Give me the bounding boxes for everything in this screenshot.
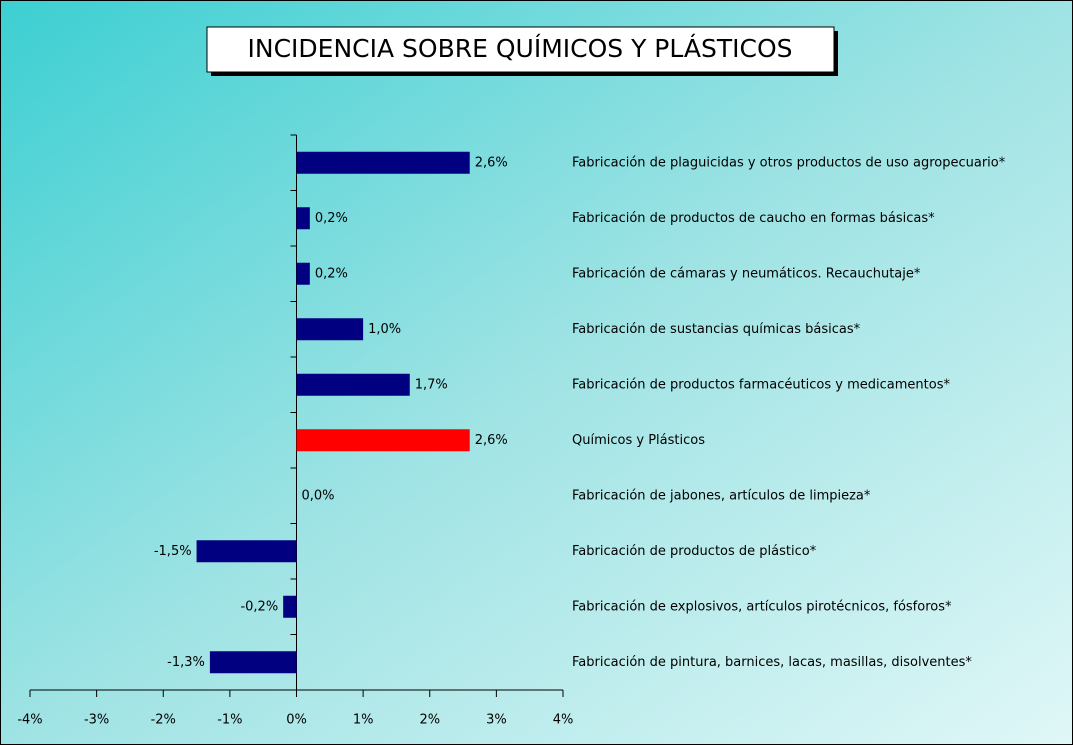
value-label: 2,6% xyxy=(475,155,508,170)
bar xyxy=(296,262,310,285)
category-label: Fabricación de pintura, barnices, lacas,… xyxy=(572,655,972,670)
bar xyxy=(296,373,410,396)
x-tick-label: -2% xyxy=(151,713,176,728)
value-label: 0,2% xyxy=(315,266,348,281)
value-label: 1,7% xyxy=(415,377,448,392)
category-label: Fabricación de sustancias químicas básic… xyxy=(572,322,861,337)
value-label: 0,0% xyxy=(302,488,335,503)
bar xyxy=(196,540,297,563)
bar xyxy=(296,429,470,452)
category-label: Fabricación de cámaras y neumáticos. Rec… xyxy=(572,266,921,281)
x-tick-label: 0% xyxy=(286,713,307,728)
category-label: Fabricación de jabones, artículos de lim… xyxy=(572,488,871,503)
value-label: -1,5% xyxy=(154,544,192,559)
title-box xyxy=(206,26,835,73)
bar xyxy=(283,595,297,618)
category-label: Fabricación de plaguicidas y otros produ… xyxy=(572,155,1006,170)
x-tick-label: 4% xyxy=(553,713,574,728)
chart-title: INCIDENCIA SOBRE QUÍMICOS Y PLÁSTICOS xyxy=(248,34,793,63)
bar xyxy=(209,651,297,674)
category-label: Fabricación de productos de plástico* xyxy=(572,544,817,559)
x-tick-label: 1% xyxy=(353,713,374,728)
value-label: -0,2% xyxy=(240,599,278,614)
category-label: Fabricación de productos de caucho en fo… xyxy=(572,211,935,226)
bar xyxy=(296,151,470,174)
category-label: Fabricación de productos farmacéuticos y… xyxy=(572,377,950,392)
category-label: Químicos y Plásticos xyxy=(572,433,705,448)
value-label: 2,6% xyxy=(475,433,508,448)
x-tick-label: -1% xyxy=(217,713,242,728)
value-label: 1,0% xyxy=(368,322,401,337)
x-tick-label: -4% xyxy=(17,713,42,728)
value-label: -1,3% xyxy=(167,655,205,670)
x-tick-label: -3% xyxy=(84,713,109,728)
category-label: Fabricación de explosivos, artículos pir… xyxy=(572,599,952,614)
bar xyxy=(296,318,364,341)
value-label: 0,2% xyxy=(315,211,348,226)
x-tick-label: 2% xyxy=(419,713,440,728)
x-tick-label: 3% xyxy=(486,713,507,728)
bar xyxy=(296,207,310,230)
